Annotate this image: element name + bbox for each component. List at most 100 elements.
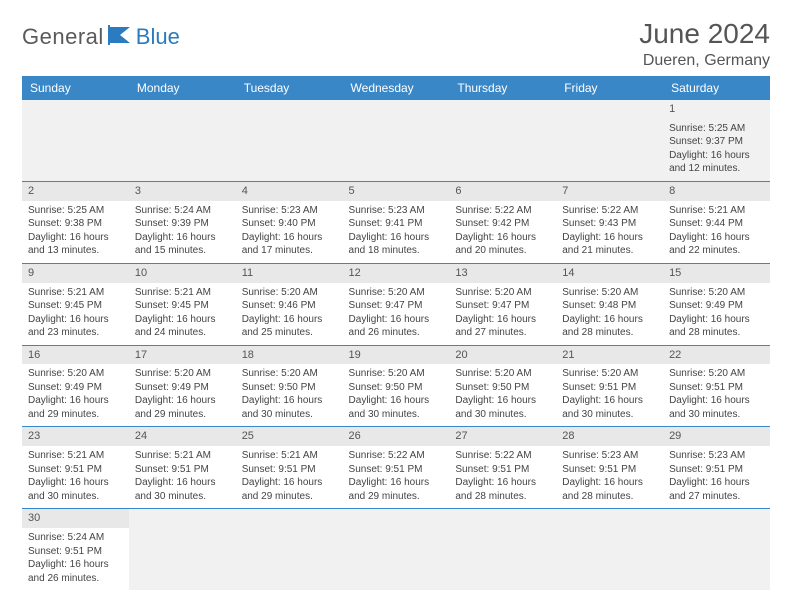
day-info-line: Sunset: 9:49 PM <box>669 299 764 313</box>
day-info-line: Sunrise: 5:20 AM <box>349 286 444 300</box>
day-info-line: Sunset: 9:51 PM <box>669 381 764 395</box>
day-info-line: and 28 minutes. <box>669 326 764 340</box>
day-info-line: Daylight: 16 hours <box>562 394 657 408</box>
day-info-line: and 30 minutes. <box>562 408 657 422</box>
day-info: Sunrise: 5:23 AMSunset: 9:40 PMDaylight:… <box>242 204 337 258</box>
day-info-line: and 23 minutes. <box>28 326 123 340</box>
calendar-day-cell: 14Sunrise: 5:20 AMSunset: 9:48 PMDayligh… <box>556 263 663 345</box>
day-number: 18 <box>236 346 343 365</box>
day-info: Sunrise: 5:20 AMSunset: 9:49 PMDaylight:… <box>28 367 123 421</box>
calendar-day-cell <box>343 509 450 590</box>
day-info-line: and 27 minutes. <box>669 490 764 504</box>
calendar-week-row: 30Sunrise: 5:24 AMSunset: 9:51 PMDayligh… <box>22 509 770 590</box>
day-number: 16 <box>22 346 129 365</box>
day-info: Sunrise: 5:21 AMSunset: 9:51 PMDaylight:… <box>242 449 337 503</box>
calendar-day-cell: 23Sunrise: 5:21 AMSunset: 9:51 PMDayligh… <box>22 427 129 509</box>
weekday-tuesday: Tuesday <box>236 76 343 100</box>
calendar-day-cell: 28Sunrise: 5:23 AMSunset: 9:51 PMDayligh… <box>556 427 663 509</box>
day-info-line: Daylight: 16 hours <box>28 558 123 572</box>
day-info-line: and 18 minutes. <box>349 244 444 258</box>
day-info-line: Daylight: 16 hours <box>349 394 444 408</box>
day-number: 28 <box>556 427 663 446</box>
day-info-line: Sunset: 9:44 PM <box>669 217 764 231</box>
day-number: 4 <box>236 182 343 201</box>
day-info-line: and 28 minutes. <box>562 490 657 504</box>
calendar-day-cell: 10Sunrise: 5:21 AMSunset: 9:45 PMDayligh… <box>129 263 236 345</box>
day-info-line: Sunrise: 5:20 AM <box>455 367 550 381</box>
calendar-day-cell <box>556 509 663 590</box>
calendar-day-cell: 25Sunrise: 5:21 AMSunset: 9:51 PMDayligh… <box>236 427 343 509</box>
day-info-line: Daylight: 16 hours <box>562 476 657 490</box>
brand-blue: Blue <box>136 24 180 50</box>
day-number: 13 <box>449 264 556 283</box>
day-info-line: Sunrise: 5:21 AM <box>28 286 123 300</box>
day-info-line: Sunrise: 5:21 AM <box>669 204 764 218</box>
day-info-line: Sunrise: 5:21 AM <box>135 449 230 463</box>
day-number: 19 <box>343 346 450 365</box>
brand-general: General <box>22 24 104 50</box>
calendar-week-row: 9Sunrise: 5:21 AMSunset: 9:45 PMDaylight… <box>22 263 770 345</box>
day-info-line: Sunset: 9:47 PM <box>455 299 550 313</box>
day-info-line: Sunset: 9:47 PM <box>349 299 444 313</box>
day-info-line: Sunrise: 5:24 AM <box>28 531 123 545</box>
day-info-line: Sunset: 9:51 PM <box>28 463 123 477</box>
day-info: Sunrise: 5:20 AMSunset: 9:47 PMDaylight:… <box>349 286 444 340</box>
day-info-line: Daylight: 16 hours <box>28 476 123 490</box>
weekday-sunday: Sunday <box>22 76 129 100</box>
calendar-header-row: Sunday Monday Tuesday Wednesday Thursday… <box>22 76 770 100</box>
day-info-line: and 29 minutes. <box>135 408 230 422</box>
day-info-line: Daylight: 16 hours <box>669 149 764 163</box>
day-info-line: Sunrise: 5:21 AM <box>242 449 337 463</box>
day-info-line: Sunrise: 5:23 AM <box>349 204 444 218</box>
calendar-body: 1Sunrise: 5:25 AMSunset: 9:37 PMDaylight… <box>22 100 770 590</box>
day-info-line: Sunrise: 5:23 AM <box>242 204 337 218</box>
day-info-line: Sunset: 9:50 PM <box>455 381 550 395</box>
calendar-day-cell: 24Sunrise: 5:21 AMSunset: 9:51 PMDayligh… <box>129 427 236 509</box>
day-info: Sunrise: 5:23 AMSunset: 9:51 PMDaylight:… <box>669 449 764 503</box>
day-info-line: Sunrise: 5:20 AM <box>562 286 657 300</box>
day-info-line: and 24 minutes. <box>135 326 230 340</box>
day-number: 11 <box>236 264 343 283</box>
day-info-line: and 26 minutes. <box>349 326 444 340</box>
calendar-week-row: 2Sunrise: 5:25 AMSunset: 9:38 PMDaylight… <box>22 181 770 263</box>
header: General Blue June 2024 Dueren, Germany <box>22 18 770 70</box>
calendar-day-cell: 22Sunrise: 5:20 AMSunset: 9:51 PMDayligh… <box>663 345 770 427</box>
day-info-line: Sunrise: 5:25 AM <box>669 122 764 136</box>
day-info-line: Sunrise: 5:20 AM <box>242 286 337 300</box>
calendar-day-cell <box>343 100 450 181</box>
day-number: 15 <box>663 264 770 283</box>
day-info: Sunrise: 5:24 AMSunset: 9:39 PMDaylight:… <box>135 204 230 258</box>
day-info-line: Sunset: 9:46 PM <box>242 299 337 313</box>
day-info-line: and 30 minutes. <box>455 408 550 422</box>
day-info: Sunrise: 5:22 AMSunset: 9:42 PMDaylight:… <box>455 204 550 258</box>
brand-logo: General Blue <box>22 24 180 50</box>
day-info-line: and 30 minutes. <box>669 408 764 422</box>
weekday-monday: Monday <box>129 76 236 100</box>
day-number: 21 <box>556 346 663 365</box>
day-info-line: Daylight: 16 hours <box>455 313 550 327</box>
day-number: 10 <box>129 264 236 283</box>
day-info-line: Sunrise: 5:20 AM <box>135 367 230 381</box>
weekday-friday: Friday <box>556 76 663 100</box>
calendar-day-cell: 16 Sunrise: 5:20 AMSunset: 9:49 PMDayligh… <box>22 345 129 427</box>
day-number: 17 <box>129 346 236 365</box>
day-info-line: and 20 minutes. <box>455 244 550 258</box>
calendar-day-cell: 6Sunrise: 5:22 AMSunset: 9:42 PMDaylight… <box>449 181 556 263</box>
day-info-line: Daylight: 16 hours <box>349 231 444 245</box>
day-number: 14 <box>556 264 663 283</box>
day-info: Sunrise: 5:22 AMSunset: 9:43 PMDaylight:… <box>562 204 657 258</box>
day-number: 5 <box>343 182 450 201</box>
day-info-line: Sunrise: 5:22 AM <box>455 449 550 463</box>
calendar-day-cell: 29Sunrise: 5:23 AMSunset: 9:51 PMDayligh… <box>663 427 770 509</box>
day-info-line: Sunrise: 5:22 AM <box>562 204 657 218</box>
day-info-line: Sunset: 9:48 PM <box>562 299 657 313</box>
day-number: 9 <box>22 264 129 283</box>
day-info-line: and 17 minutes. <box>242 244 337 258</box>
calendar-day-cell: 13Sunrise: 5:20 AMSunset: 9:47 PMDayligh… <box>449 263 556 345</box>
day-info-line: Sunrise: 5:21 AM <box>135 286 230 300</box>
calendar-day-cell <box>556 100 663 181</box>
calendar-page: General Blue June 2024 Dueren, Germany S… <box>0 0 792 600</box>
weekday-wednesday: Wednesday <box>343 76 450 100</box>
calendar-day-cell: 20Sunrise: 5:20 AMSunset: 9:50 PMDayligh… <box>449 345 556 427</box>
flag-icon <box>108 25 134 50</box>
